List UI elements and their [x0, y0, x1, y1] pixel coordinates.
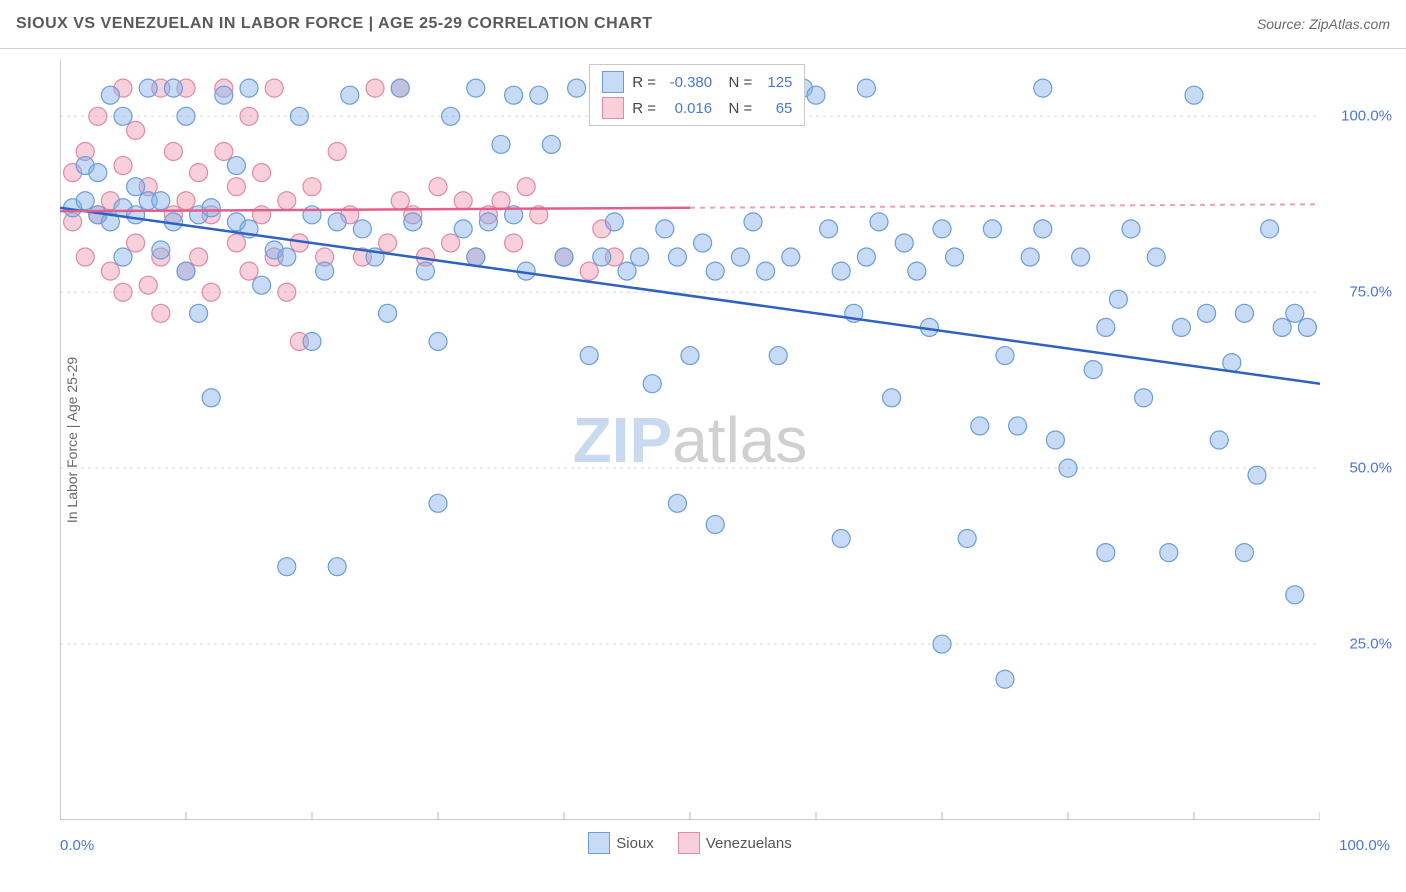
series-legend: Sioux Venezuelans	[60, 832, 1320, 854]
chart-area: In Labor Force | Age 25-29 ZIPatlas R = …	[60, 60, 1320, 820]
legend-n-label: N = 65	[720, 100, 792, 117]
y-tick-label: 100.0%	[1341, 108, 1392, 125]
y-tick-label: 75.0%	[1349, 284, 1392, 301]
legend-swatch	[602, 97, 624, 119]
chart-header: SIOUX VS VENEZUELAN IN LABOR FORCE | AGE…	[0, 0, 1406, 49]
x-axis-max-label: 100.0%	[1339, 837, 1390, 854]
legend-swatch	[602, 71, 624, 93]
y-tick-label: 50.0%	[1349, 460, 1392, 477]
legend-r-label: R = 0.016	[632, 100, 712, 117]
chart-source: Source: ZipAtlas.com	[1257, 16, 1390, 32]
legend-series-label: Venezuelans	[706, 835, 792, 852]
y-tick-label: 25.0%	[1349, 636, 1392, 653]
legend-stats-row: R = -0.380 N = 125	[602, 71, 792, 93]
legend-series-item: Sioux	[588, 832, 654, 854]
y-axis-label: In Labor Force | Age 25-29	[64, 357, 80, 523]
legend-n-label: N = 125	[720, 74, 792, 91]
chart-title: SIOUX VS VENEZUELAN IN LABOR FORCE | AGE…	[16, 15, 653, 33]
legend-series-item: Venezuelans	[678, 832, 792, 854]
legend-swatch	[678, 832, 700, 854]
correlation-legend: R = -0.380 N = 125 R = 0.016 N = 65	[589, 64, 805, 126]
legend-series-label: Sioux	[616, 835, 654, 852]
legend-stats-row: R = 0.016 N = 65	[602, 97, 792, 119]
scatter-chart-svg	[60, 60, 1320, 820]
legend-r-label: R = -0.380	[632, 74, 712, 91]
legend-swatch	[588, 832, 610, 854]
